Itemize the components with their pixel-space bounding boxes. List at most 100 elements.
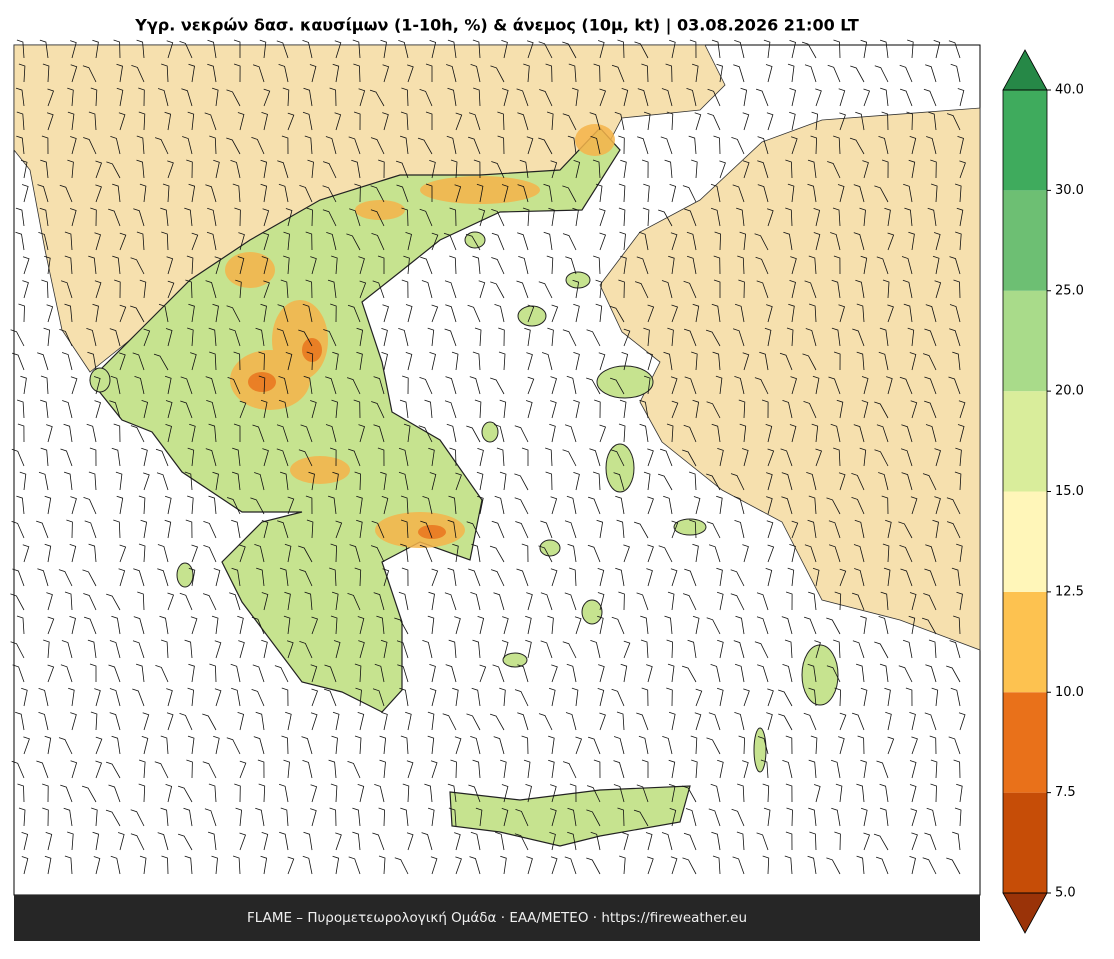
wind-barb [683,832,697,851]
wind-barb [47,88,55,107]
wind-barb [207,63,217,83]
wind-barb [401,207,409,227]
wind-barb [66,519,73,539]
wind-barb [693,496,701,515]
wind-barb [428,591,435,611]
wind-barb [732,328,745,347]
wind-barb [828,544,841,563]
wind-barb [261,520,269,539]
wind-barb [182,136,193,155]
wind-barb [422,640,433,659]
wind-barb [762,783,770,803]
wind-barb [957,136,964,155]
wind-barb [927,207,937,227]
wind-barb [205,376,217,395]
wind-barb [514,689,529,707]
wind-barb [378,855,386,875]
wind-barb [334,112,342,131]
wind-barb [540,592,553,611]
wind-barb [94,688,101,707]
wind-barb [589,112,601,131]
wind-barb [370,545,385,563]
wind-barb [332,471,339,491]
wind-barb [949,256,961,275]
wind-barb [851,473,865,491]
wind-barb [299,641,313,659]
wind-barb [491,209,505,227]
wind-barb [184,855,193,875]
wind-barb [739,423,747,443]
wind-barb [70,712,77,731]
wind-barb [873,833,889,851]
wind-barb [64,591,73,611]
wind-barb [550,568,558,587]
wind-barb [909,856,916,875]
wind-barb [661,832,673,851]
wind-barb [83,137,97,155]
wind-barb [639,423,649,443]
wind-barb [381,352,388,371]
wind-barb [834,687,842,707]
wind-barb [398,471,409,491]
wind-barb [94,280,102,299]
wind-barb [636,592,649,611]
wind-barb [707,88,721,107]
wind-barb [12,664,25,683]
wind-barb [155,665,169,683]
wind-barb [538,713,553,731]
wind-barb [202,761,217,779]
wind-barb [856,351,865,371]
wind-barb [38,232,49,251]
wind-barb [472,351,481,371]
wind-barb [380,471,387,491]
wind-barb [521,735,529,755]
wind-barb [716,687,724,707]
wind-barb [860,807,868,827]
wind-barb [446,135,457,155]
wind-barb [692,303,700,323]
wind-barb [634,41,649,59]
wind-barb [157,832,169,851]
wind-barb [670,376,678,395]
wind-barb [706,521,721,539]
wind-barb [352,831,361,851]
wind-barb [523,759,531,779]
wind-barb [349,208,361,227]
wind-barb [757,736,769,755]
wind-barb [202,593,217,611]
wind-barb [911,736,918,755]
wind-barb [490,569,505,587]
wind-barb [394,857,409,875]
wind-barb [474,399,482,419]
wind-barb [549,423,556,443]
wind-barb [208,423,217,443]
wind-barb [878,351,889,371]
wind-barb [908,231,915,251]
wind-barb [705,329,721,347]
wind-barb [262,232,270,251]
wind-barb [683,424,697,443]
wind-barb [493,592,505,611]
wind-barb [207,207,217,227]
wind-barb [567,831,577,851]
wind-barb [185,279,193,299]
wind-barb [587,544,601,563]
wind-barb [17,783,25,803]
wind-barb [882,279,890,299]
wind-barb [130,833,145,851]
wind-barb [378,159,385,179]
wind-barb [119,304,127,323]
wind-barb [278,399,289,419]
wind-barb [283,231,290,251]
wind-barb [593,759,601,779]
wind-barb [108,664,121,683]
wind-barb [587,736,601,755]
wind-barb [860,255,868,275]
wind-barb [330,303,337,323]
wind-barb [812,375,820,395]
wind-barb [526,40,534,59]
wind-barb [735,615,745,635]
wind-barb [566,663,577,683]
wind-barb [666,423,674,443]
